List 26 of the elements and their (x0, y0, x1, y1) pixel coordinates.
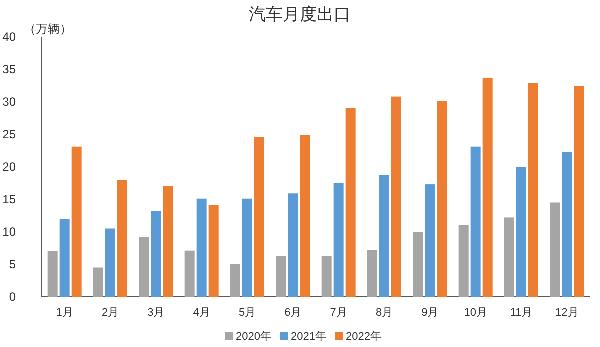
x-tick-label: 1月 (56, 307, 74, 319)
y-tick-label: 10 (2, 225, 16, 239)
x-tick-label: 11月 (510, 307, 533, 319)
legend-label: 2020年 (236, 331, 272, 343)
legend-label: 2021年 (291, 331, 326, 343)
x-tick-label: 9月 (422, 307, 439, 319)
ylabel: （万辆） (24, 22, 72, 36)
y-tick-label: 20 (2, 160, 16, 174)
x-tick-label: 3月 (148, 307, 165, 319)
x-tick-label: 8月 (376, 307, 394, 319)
x-tick-label: 12月 (556, 307, 579, 319)
x-tick-label: 6月 (284, 307, 302, 319)
x-tick-label: 2月 (102, 307, 120, 319)
y-tick-label: 0 (9, 290, 16, 304)
y-tick-label: 30 (2, 95, 16, 109)
y-tick-label: 5 (9, 258, 16, 272)
x-tick-label: 4月 (193, 307, 210, 319)
x-tick-label: 5月 (238, 307, 256, 319)
y-tick-label: 40 (2, 30, 16, 44)
y-tick-label: 15 (2, 192, 16, 206)
y-tick-label: 35 (2, 62, 16, 76)
y-tick-label: 25 (2, 128, 16, 142)
x-tick-label: 10月 (464, 307, 488, 319)
legend-label: 2022年 (346, 331, 382, 343)
x-tick-label: 7月 (330, 307, 348, 319)
title: 汽车月度出口 (249, 5, 351, 24)
